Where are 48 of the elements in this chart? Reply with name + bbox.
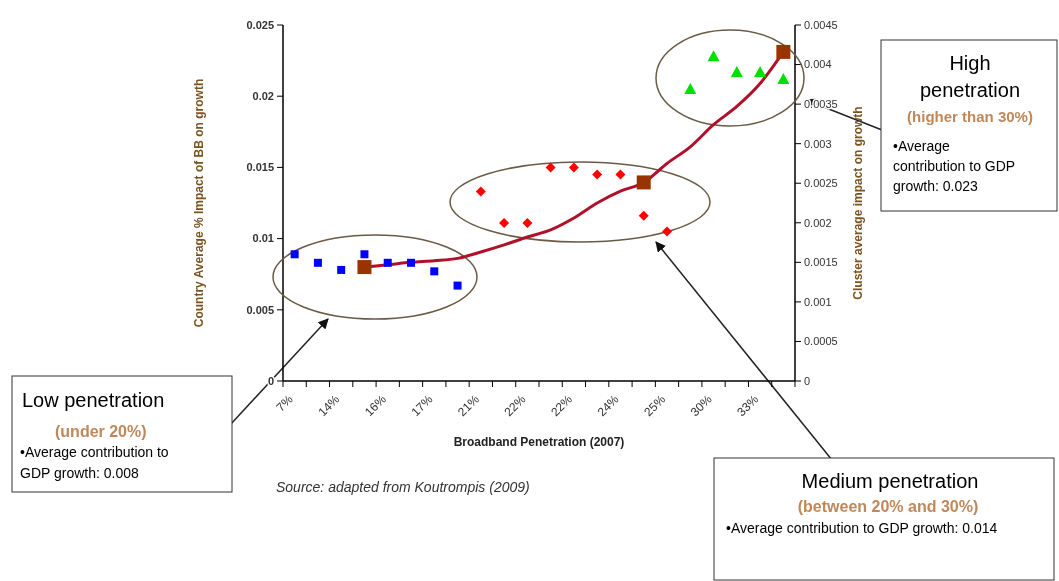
text: •Average contribution to GDP growth: 0.014: [726, 520, 998, 536]
y2-axis-title: Cluster average impact on growth: [851, 106, 865, 300]
text: High penetration: [919, 52, 1021, 101]
point: [453, 281, 462, 290]
point: [707, 50, 720, 62]
x-tick-label: 17%: [408, 391, 436, 420]
x-axis-title: Broadband Penetration (2007): [453, 435, 625, 449]
y2-tick-label: 0.0005: [804, 335, 838, 348]
point: [407, 258, 415, 267]
point: [357, 260, 372, 275]
y-tick-label: 0.015: [246, 161, 274, 174]
y-axis-title: Country Average % Impact of BB on growth: [192, 78, 206, 328]
point: [337, 265, 346, 274]
text: •Average contribution to GDP growth: 0.008: [20, 444, 169, 481]
text: Medium penetration: [801, 470, 979, 492]
y-tick-label: 0.025: [246, 18, 274, 31]
point: [430, 267, 439, 276]
y2-tick-label: 0.0015: [804, 256, 838, 269]
point: [776, 44, 791, 59]
point: [360, 250, 369, 259]
point: [290, 250, 299, 259]
point: [684, 83, 697, 95]
y-tick-label: 0.01: [252, 232, 274, 245]
x-tick-label: 16%: [361, 391, 390, 420]
y2-tick-label: 0.002: [804, 216, 832, 229]
point: [777, 73, 790, 85]
point: [383, 258, 392, 267]
x-tick-label: 33%: [734, 391, 762, 420]
y2-tick-label: 0.003: [804, 137, 832, 150]
y2-tick-label: 0: [804, 374, 811, 387]
y2-tick-label: 0.0045: [804, 18, 838, 31]
text: •Average contribution to GDP growth: 0.023: [893, 138, 1016, 194]
y-tick-label: 0.02: [252, 90, 274, 103]
y2-tick-label: 0.001: [804, 295, 832, 308]
point: [313, 258, 322, 267]
y2-tick-label: 0.004: [804, 58, 832, 71]
text: (under 20%): [55, 423, 147, 440]
point: [754, 65, 767, 77]
point: [730, 65, 743, 77]
source-note: Source: adapted from Koutrompis (2009): [276, 479, 530, 495]
text: (between 20% and 30%): [797, 498, 979, 515]
x-tick-label: 30%: [687, 391, 715, 420]
y-tick-label: 0.005: [246, 303, 274, 316]
y2-tick-label: 0.0025: [804, 177, 838, 190]
x-tick-label: 14%: [315, 391, 343, 420]
text: Low penetration: [22, 389, 165, 411]
text: (higher than 30%): [907, 108, 1033, 125]
x-tick-label: 7%: [273, 391, 296, 415]
